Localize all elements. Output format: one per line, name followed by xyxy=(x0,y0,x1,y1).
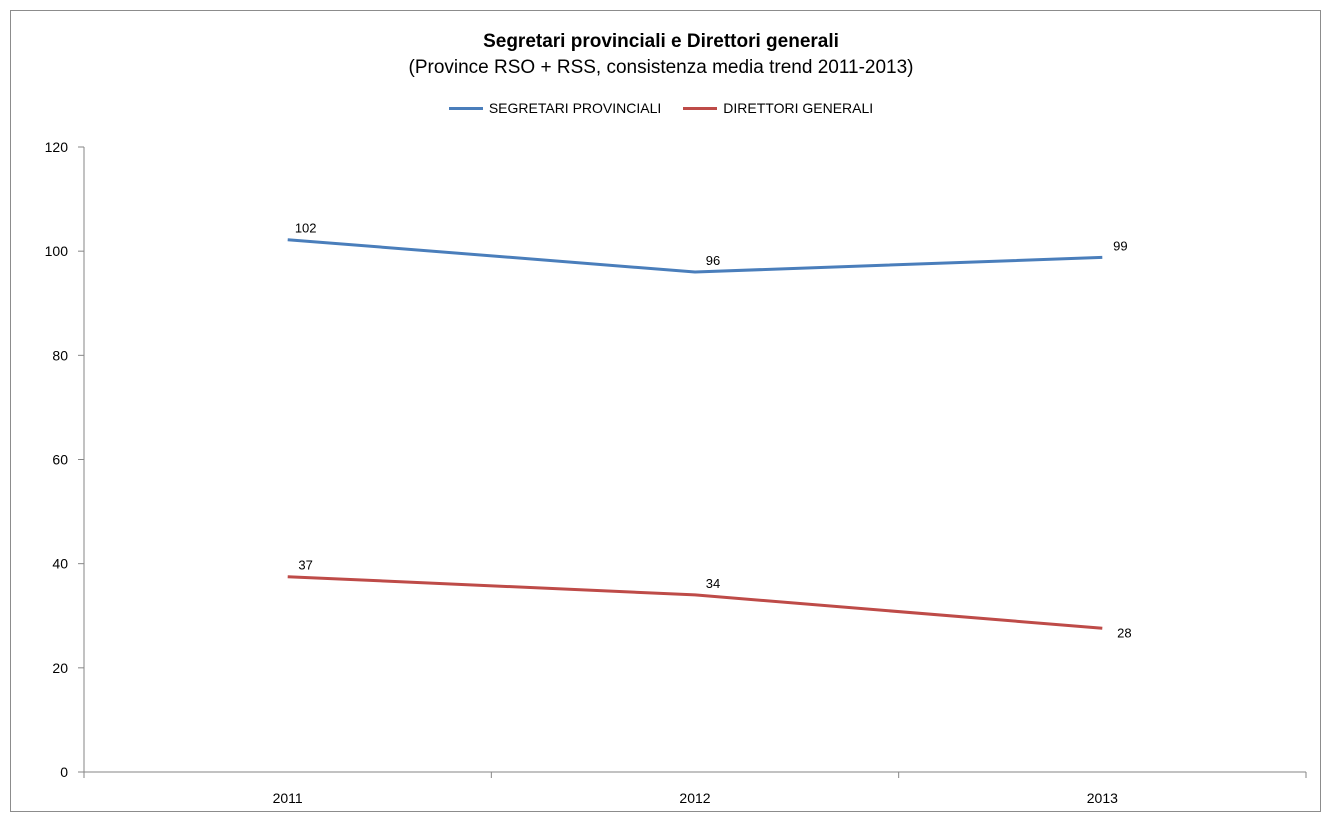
data-label: 37 xyxy=(298,558,312,573)
legend-label-segretari: SEGRETARI PROVINCIALI xyxy=(488,100,662,116)
chart-frame xyxy=(10,10,1321,812)
x-tick-label: 2012 xyxy=(679,790,710,806)
y-tick-label: 100 xyxy=(45,243,69,259)
legend-label-direttori: DIRETTORI GENERALI xyxy=(723,100,874,116)
x-tick-label: 2011 xyxy=(273,790,303,806)
series-line-1 xyxy=(287,575,1103,630)
x-tick-label: 2013 xyxy=(1087,790,1118,806)
y-tick-label: 0 xyxy=(60,764,68,780)
data-label: 99 xyxy=(1113,238,1127,253)
y-tick-label: 40 xyxy=(52,556,68,572)
chart-title: Segretari provinciali e Direttori genera… xyxy=(483,31,839,52)
legend-swatch-direttori xyxy=(683,106,718,110)
y-tick-label: 80 xyxy=(52,347,68,363)
legend-item-direttori: DIRETTORI GENERALI xyxy=(683,100,873,116)
data-label: 34 xyxy=(706,576,720,591)
chart-subtitle: (Province RSO + RSS, consistenza media t… xyxy=(408,57,914,78)
legend-item-segretari: SEGRETARI PROVINCIALI xyxy=(448,100,662,116)
data-label: 96 xyxy=(706,253,720,268)
data-label: 102 xyxy=(295,221,317,236)
data-label: 28 xyxy=(1117,625,1131,640)
y-tick-label: 60 xyxy=(52,452,68,468)
y-tick-label: 20 xyxy=(52,660,68,676)
chart-legend: SEGRETARI PROVINCIALI DIRETTORI GENERALI xyxy=(0,100,1322,116)
legend-swatch-segretari xyxy=(448,106,483,110)
y-tick-label: 120 xyxy=(45,139,69,155)
series-line-0 xyxy=(287,238,1103,274)
